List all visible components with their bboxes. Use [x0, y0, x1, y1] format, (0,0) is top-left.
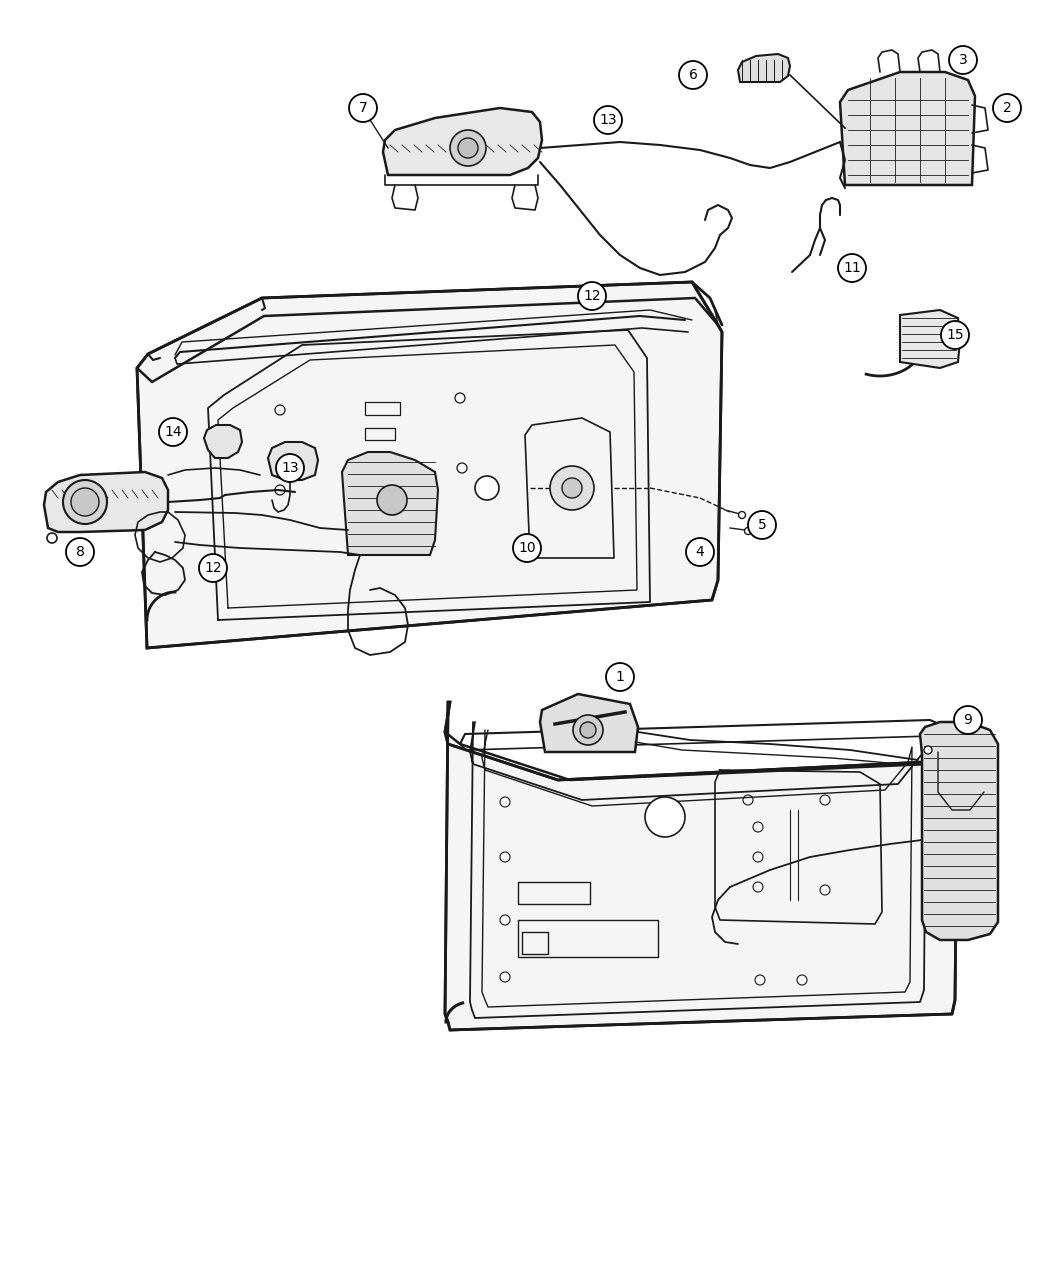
- Circle shape: [159, 418, 187, 446]
- Circle shape: [748, 511, 776, 539]
- Circle shape: [71, 488, 99, 516]
- Text: 9: 9: [964, 713, 972, 727]
- Text: 2: 2: [1003, 101, 1011, 115]
- Text: 13: 13: [600, 113, 616, 128]
- Polygon shape: [920, 722, 997, 940]
- Circle shape: [645, 797, 685, 836]
- Polygon shape: [900, 310, 960, 368]
- Polygon shape: [840, 71, 975, 185]
- Text: 14: 14: [164, 425, 182, 439]
- Circle shape: [200, 555, 227, 581]
- Circle shape: [838, 254, 866, 282]
- Text: 7: 7: [359, 101, 368, 115]
- Text: 12: 12: [204, 561, 222, 575]
- Circle shape: [47, 533, 57, 543]
- Polygon shape: [383, 108, 542, 175]
- Polygon shape: [445, 703, 958, 1030]
- Circle shape: [941, 321, 969, 349]
- Text: 3: 3: [959, 54, 967, 68]
- Polygon shape: [204, 425, 242, 458]
- Polygon shape: [540, 694, 638, 752]
- Circle shape: [475, 476, 499, 500]
- Circle shape: [450, 130, 486, 166]
- Circle shape: [66, 538, 94, 566]
- Text: 11: 11: [843, 261, 861, 275]
- Polygon shape: [136, 282, 722, 648]
- Circle shape: [349, 94, 377, 122]
- Text: 1: 1: [615, 669, 625, 683]
- Circle shape: [550, 465, 594, 510]
- Circle shape: [738, 511, 746, 519]
- Text: 5: 5: [758, 518, 766, 532]
- Polygon shape: [738, 54, 790, 82]
- Circle shape: [679, 61, 707, 89]
- Text: 4: 4: [695, 544, 705, 558]
- Circle shape: [686, 538, 714, 566]
- Text: 12: 12: [583, 289, 601, 303]
- Circle shape: [377, 484, 407, 515]
- Circle shape: [993, 94, 1021, 122]
- Circle shape: [513, 534, 541, 562]
- Polygon shape: [44, 472, 168, 532]
- Text: 13: 13: [281, 462, 299, 476]
- Circle shape: [63, 479, 107, 524]
- Circle shape: [949, 46, 977, 74]
- Circle shape: [744, 528, 752, 534]
- Text: 8: 8: [76, 544, 84, 558]
- Text: 10: 10: [519, 541, 536, 555]
- Circle shape: [458, 138, 478, 158]
- Circle shape: [573, 715, 603, 745]
- Text: 15: 15: [946, 328, 964, 342]
- Circle shape: [580, 722, 596, 738]
- Polygon shape: [268, 442, 318, 479]
- Circle shape: [606, 663, 634, 691]
- Circle shape: [578, 282, 606, 310]
- Circle shape: [562, 478, 582, 499]
- Text: 6: 6: [689, 68, 697, 82]
- Circle shape: [276, 454, 304, 482]
- Circle shape: [924, 746, 932, 754]
- Circle shape: [594, 106, 622, 134]
- Circle shape: [954, 706, 982, 734]
- Polygon shape: [342, 453, 438, 555]
